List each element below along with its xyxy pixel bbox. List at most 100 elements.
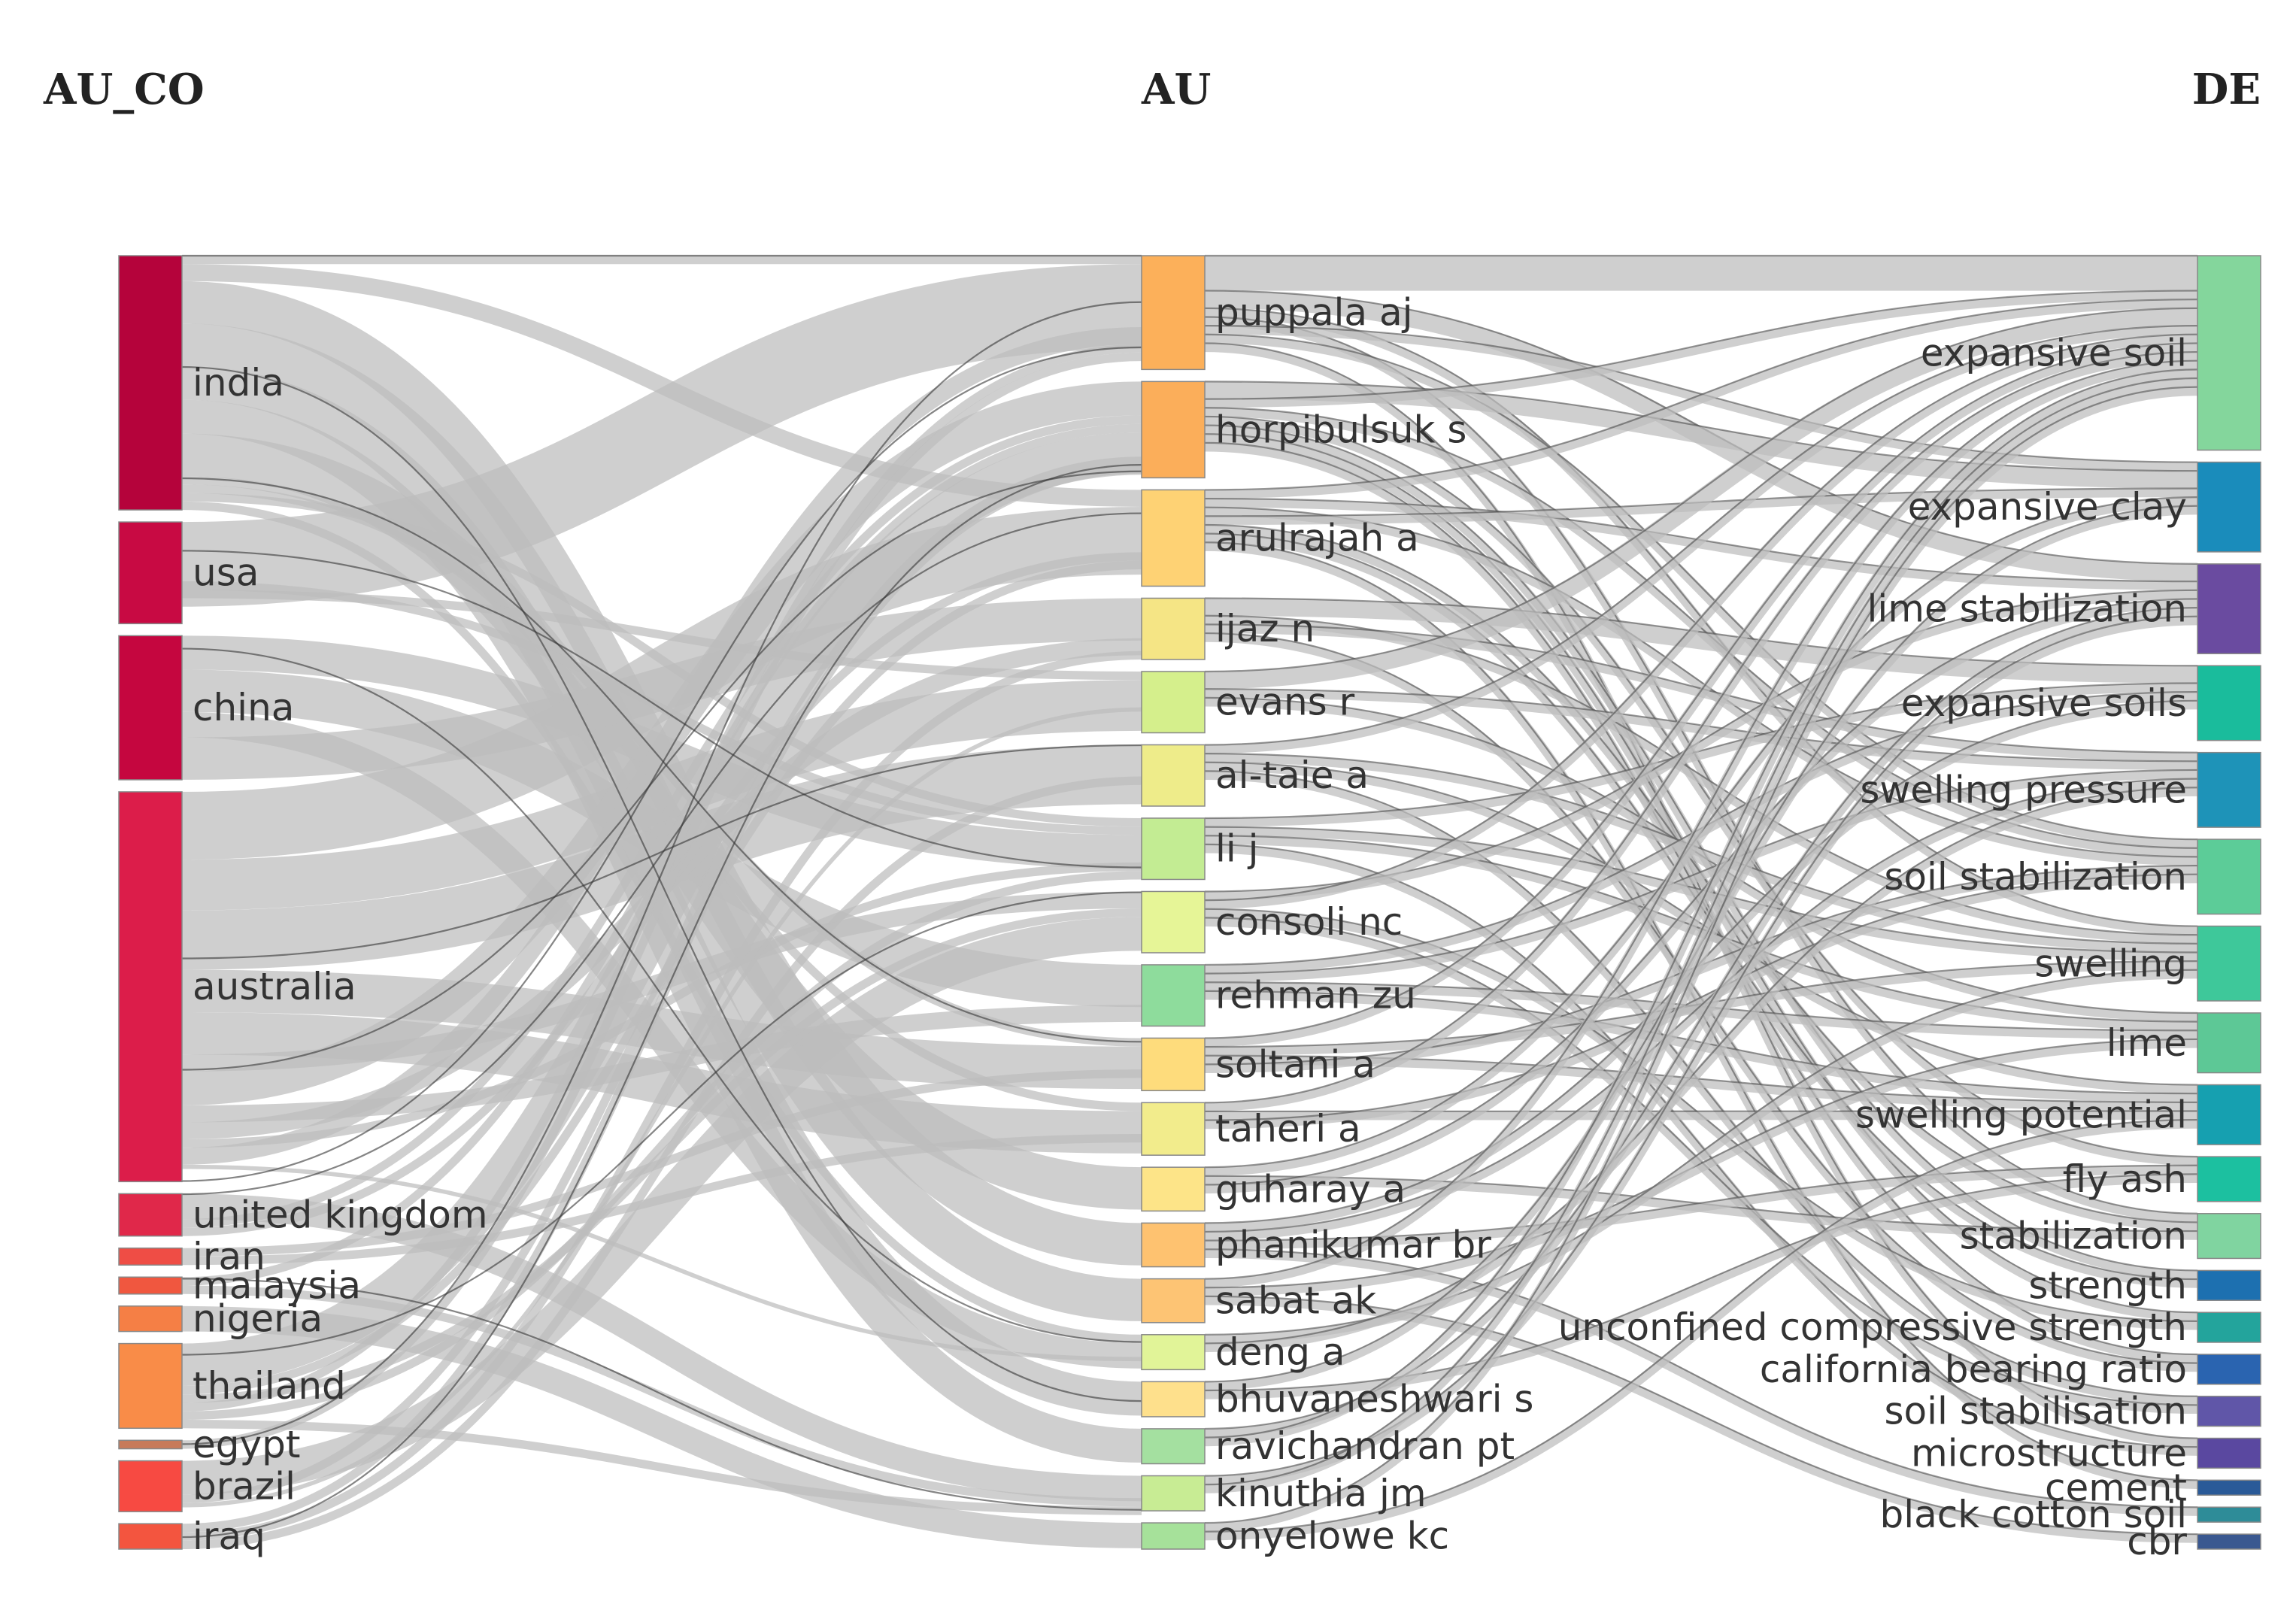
node-microstructure[interactable] [2197,1437,2261,1469]
link-iraq-to-ijaz-n [181,650,1142,1541]
node-soil-stabilization[interactable] [2197,838,2261,915]
node-soltani-a[interactable] [1141,1037,1206,1092]
node-horpibulsuk-s[interactable] [1141,381,1206,479]
node-india[interactable] [118,255,183,511]
node-usa[interactable] [118,521,183,625]
node-lime-stabilization[interactable] [2197,563,2261,654]
node-thailand[interactable] [118,1342,183,1430]
node-unconfined-compressive-strength[interactable] [2197,1311,2261,1343]
link-australia-to-arulrajah-a [181,506,1142,860]
node-expansive-soils[interactable] [2197,665,2261,741]
node-united-kingdom[interactable] [118,1193,183,1237]
link-edge-arulrajah-a-to-expansive-soil [1204,299,2198,491]
link-horpibulsuk-s-to-expansive-soil [1204,290,2198,408]
node-label-bhuvaneshwari-s: bhuvaneshwari s [1215,1378,1533,1421]
node-li-j[interactable] [1141,817,1206,881]
node-label-deng-a: deng a [1215,1330,1345,1374]
node-label-horpibulsuk-s: horpibulsuk s [1215,408,1466,451]
link-kinuthia-jm-to-expansive-soil [1204,378,2198,1493]
node-kinuthia-jm[interactable] [1141,1475,1206,1512]
node-label-cbr: cbr [2127,1520,2187,1563]
link-edge-taheri-a-to-expansive-soil [1204,350,2198,1104]
node-evans-r[interactable] [1141,671,1206,734]
node-ijaz-n[interactable] [1141,597,1206,660]
link-ravichandran-pt-to-expansive-soil [1204,369,2198,1447]
link-edge-li-j-to-expansive-soils [1204,682,2198,820]
node-lime[interactable] [2197,1012,2261,1074]
node-australia[interactable] [118,791,183,1183]
node-label-puppala-aj: puppala aj [1215,291,1413,335]
link-evans-r-to-expansive-soil [1204,308,2198,690]
link-edge-horpibulsuk-s-to-fly-ash [1204,415,2198,1158]
node-rehman-zu[interactable] [1141,964,1206,1027]
node-label-egypt: egypt [193,1423,300,1466]
node-egypt[interactable] [118,1439,183,1450]
node-california-bearing-ratio[interactable] [2197,1354,2261,1385]
node-phanikumar-br[interactable] [1141,1222,1206,1268]
node-stabilization[interactable] [2197,1213,2261,1260]
node-label-australia: australia [193,965,356,1008]
node-ravichandran-pt[interactable] [1141,1428,1206,1465]
link-consoli-nc-to-lime-stabilization [1204,590,2198,901]
node-fly-ash[interactable] [2197,1156,2261,1202]
link-iraq-to-al-taie-a [181,776,1142,1549]
node-label-lime: lime [2106,1021,2187,1065]
node-al-taie-a[interactable] [1141,744,1206,807]
node-label-brazil: brazil [193,1464,296,1508]
node-guharay-a[interactable] [1141,1166,1206,1212]
link-outline-malaysia-to-kinuthia-jm [181,1278,1142,1511]
link-puppala-aj-to-stabilization [1204,317,2198,1223]
node-malaysia[interactable] [118,1276,183,1295]
link-edge-kinuthia-jm-to-expansive-soil [1204,377,2198,1486]
link-edge-soltani-a-to-expansive-soil [1204,342,2198,1039]
link-brazil-to-consoli-nc [181,917,1142,1495]
node-bhuvaneshwari-s[interactable] [1141,1381,1206,1418]
node-nigeria[interactable] [118,1305,183,1333]
node-soil-stabilisation[interactable] [2197,1396,2261,1427]
link-edge-sabat-ak-to-lime [1204,1038,2198,1289]
link-li-j-to-expansive-soils [1204,683,2198,827]
link-onyelowe-kc-to-expansive-soil [1204,387,2198,1532]
node-iraq[interactable] [118,1523,183,1550]
node-iran[interactable] [118,1247,183,1266]
link-brazil-to-horpibulsuk-s [181,456,1142,1503]
node-swelling-potential[interactable] [2197,1084,2261,1145]
link-edge-onyelowe-kc-to-expansive-soil [1204,386,2198,1524]
node-label-evans-r: evans r [1215,681,1355,724]
link-edge-guharay-a-to-lime-stabilization [1204,598,2198,1186]
node-expansive-clay[interactable] [2197,461,2261,553]
node-china[interactable] [118,635,183,781]
node-swelling-pressure[interactable] [2197,751,2261,828]
link-australia-to-soltani-a [181,969,1142,1090]
link-thailand-to-puppala-aj [181,344,1142,1411]
node-brazil[interactable] [118,1460,183,1512]
link-edge-al-taie-a-to-swelling-potential [1204,761,2198,1086]
node-label-arulrajah-a: arulrajah a [1215,516,1419,559]
link-outline-united-kingdom-to-arulrajah-a [181,512,1142,1196]
node-arulrajah-a[interactable] [1141,489,1206,587]
link-outline-india-to-bhuvaneshwari-s [181,365,1142,1402]
node-consoli-nc[interactable] [1141,890,1206,954]
link-ravichandran-pt-to-lime-stabilization [1204,608,2198,1438]
node-label-microstructure: microstructure [1911,1431,2187,1475]
link-edge-arulrajah-a-to-soil-stabilization [1204,506,2198,858]
column-title-au: AU [1141,65,1211,114]
node-taheri-a[interactable] [1141,1102,1206,1156]
node-label-li-j: li j [1215,827,1259,871]
node-expansive-soil[interactable] [2197,255,2261,451]
node-label-nigeria: nigeria [193,1297,323,1341]
link-deng-a-to-swelling-pressure [1204,787,2198,1353]
node-label-china: china [193,686,294,729]
node-swelling[interactable] [2197,925,2261,1002]
node-sabat-ak[interactable] [1141,1278,1206,1324]
node-deng-a[interactable] [1141,1334,1206,1371]
link-brazil-to-evans-r [181,707,1142,1508]
link-egypt-to-puppala-aj [181,352,1142,1449]
link-edge-phanikumar-br-to-swelling-pressure [1204,778,2198,1233]
node-cbr[interactable] [2197,1533,2261,1550]
node-cement[interactable] [2197,1479,2261,1496]
node-puppala-aj[interactable] [1141,255,1206,371]
node-black-cotton-soil[interactable] [2197,1506,2261,1523]
node-strength[interactable] [2197,1269,2261,1301]
node-onyelowe-kc[interactable] [1141,1522,1206,1550]
